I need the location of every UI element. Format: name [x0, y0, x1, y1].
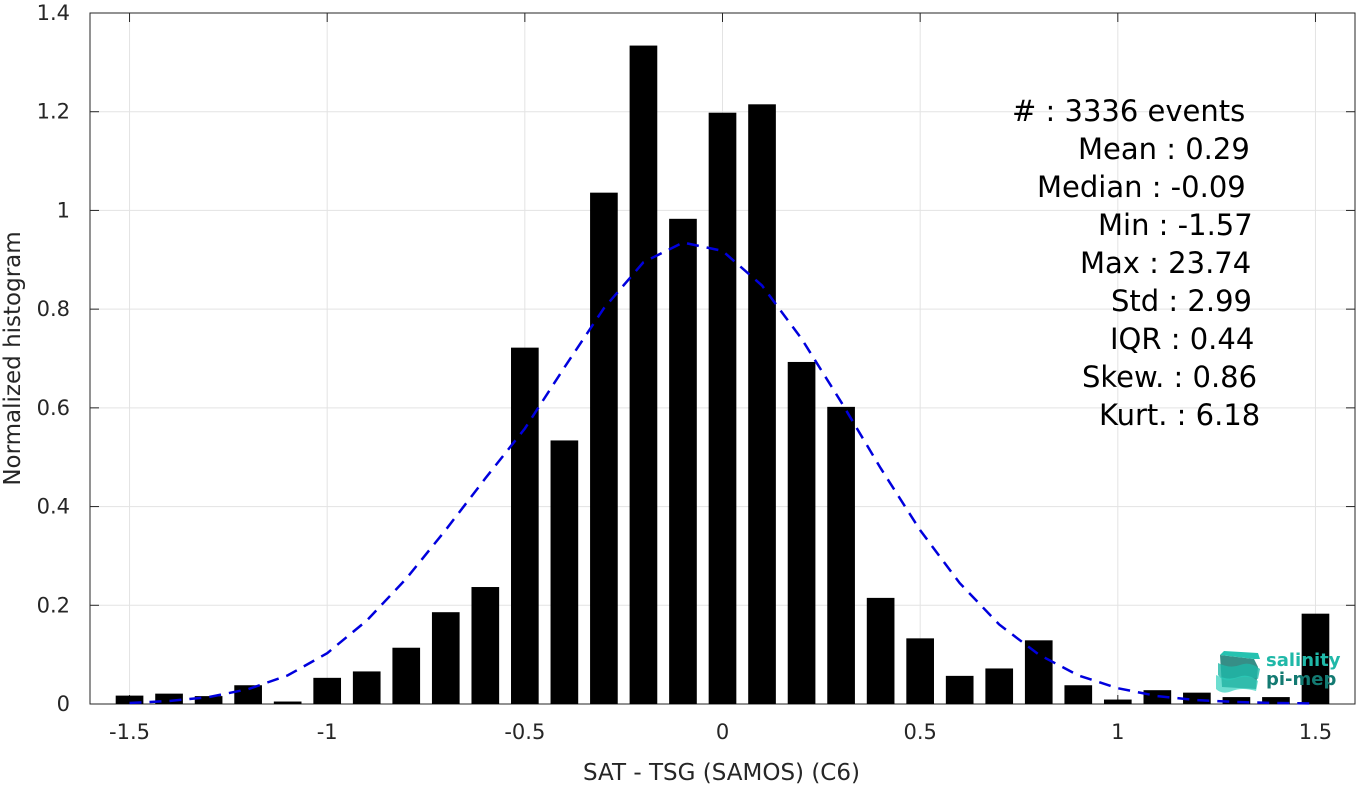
stat-std: Std : 2.99	[1111, 284, 1252, 318]
histogram-bar	[590, 192, 618, 704]
normal-fit-curve	[129, 241, 1316, 705]
stat-median: Median : -0.09	[1037, 170, 1246, 204]
y-tick-label: 1.2	[37, 100, 70, 124]
y-tick-label: 0.2	[37, 593, 70, 617]
histogram-bar	[787, 361, 816, 704]
y-tick-label: 1.4	[37, 1, 70, 25]
histogram-bar	[431, 612, 460, 704]
histogram-bar	[194, 696, 223, 704]
stat-iqr: IQR : 0.44	[1110, 322, 1255, 356]
histogram-bar	[234, 685, 262, 704]
y-tick-labels: 0 0.2 0.4 0.6 0.8 1 1.2 1.4	[37, 1, 70, 716]
x-tick-label: -0.5	[504, 720, 545, 744]
histogram-bar	[906, 638, 934, 704]
histogram-bar	[1262, 697, 1290, 704]
x-tick-labels: -1.5 -1 -0.5 0 0.5 1 1.5	[109, 720, 1332, 744]
salinity-pi-mep-logo: salinity pi-mep	[1214, 645, 1354, 695]
x-tick-label: 1	[1111, 720, 1124, 744]
histogram-bar	[155, 693, 183, 704]
histogram-bar	[115, 695, 144, 704]
x-tick-label: -1.5	[109, 720, 150, 744]
stat-max: Max : 23.74	[1080, 246, 1252, 280]
x-tick-label: 1.5	[1299, 720, 1332, 744]
y-tick-label: 0.4	[37, 495, 70, 519]
histogram-bar	[945, 675, 974, 704]
y-axis-label: Normalized histogram	[0, 231, 26, 485]
stat-skew: Skew. : 0.86	[1082, 360, 1258, 394]
histogram-bar	[313, 677, 342, 704]
stat-count: # : 3336 events	[1012, 94, 1246, 128]
y-tick-label: 0	[57, 692, 70, 716]
y-tick-label: 1	[57, 198, 70, 222]
histogram-bar	[471, 587, 500, 704]
histogram-bar	[1183, 692, 1211, 704]
x-tick-label: -1	[317, 720, 338, 744]
histogram-bar	[1222, 697, 1251, 704]
y-tick-label: 0.8	[37, 297, 70, 321]
x-tick-label: 0.5	[903, 720, 936, 744]
histogram-bar	[550, 440, 579, 704]
logo-line-2: pi-mep	[1266, 669, 1337, 690]
histogram-bar	[748, 104, 776, 704]
histogram-bar	[392, 647, 421, 704]
histogram-bar	[1103, 699, 1132, 704]
histogram-bar	[1064, 685, 1093, 704]
histogram-bar	[708, 112, 737, 705]
histogram-bar	[1301, 613, 1330, 704]
bars	[115, 45, 1330, 705]
histogram-bar	[511, 347, 539, 704]
histogram-bar	[985, 668, 1014, 704]
histogram-bar	[1024, 640, 1053, 704]
histogram-bar	[629, 45, 658, 705]
x-tick-label: 0	[716, 720, 729, 744]
stat-min: Min : -1.57	[1098, 208, 1253, 242]
histogram-bar	[352, 671, 381, 704]
histogram-bar	[273, 701, 302, 704]
histogram-bar	[669, 218, 697, 705]
x-axis-label: SAT - TSG (SAMOS) (C6)	[583, 760, 860, 785]
logo-line-1: salinity	[1266, 650, 1341, 671]
histogram-bar	[827, 406, 855, 704]
stat-kurt: Kurt. : 6.18	[1099, 398, 1261, 432]
histogram-bar	[1143, 690, 1172, 704]
wave-logo-icon	[1216, 651, 1260, 693]
histogram-bar	[866, 597, 895, 704]
stat-mean: Mean : 0.29	[1078, 132, 1250, 166]
y-tick-label: 0.6	[37, 396, 70, 420]
